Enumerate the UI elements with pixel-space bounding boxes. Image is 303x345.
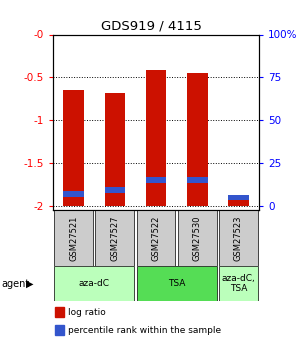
Bar [54,266,134,301]
Text: GSM27527: GSM27527 [110,215,119,261]
Text: GSM27530: GSM27530 [193,215,202,261]
Bar [219,210,258,266]
Bar [178,210,217,266]
Text: GSM27522: GSM27522 [152,215,161,261]
Text: percentile rank within the sample: percentile rank within the sample [68,326,221,335]
Bar [137,210,175,266]
Text: GSM27521: GSM27521 [69,215,78,261]
Text: log ratio: log ratio [68,307,106,316]
Bar [187,177,208,183]
Bar [105,187,125,193]
Bar [187,73,208,206]
Bar [219,266,258,301]
Text: aza-dC,
TSA: aza-dC, TSA [221,274,255,293]
Bar [55,307,64,317]
Bar [146,70,166,206]
Text: GDS919 / 4115: GDS919 / 4115 [101,19,202,32]
Text: TSA: TSA [168,279,185,288]
Bar [137,266,217,301]
Text: GSM27523: GSM27523 [234,215,243,261]
Bar [228,195,249,200]
Text: ▶: ▶ [26,279,33,289]
Bar [95,210,134,266]
Text: aza-dC: aza-dC [79,279,110,288]
Bar [63,90,84,206]
Bar [63,191,84,197]
Bar [146,177,166,183]
Text: agent: agent [2,279,30,289]
Bar [228,200,249,206]
Bar [55,325,64,335]
Bar [54,210,93,266]
Bar [105,93,125,206]
